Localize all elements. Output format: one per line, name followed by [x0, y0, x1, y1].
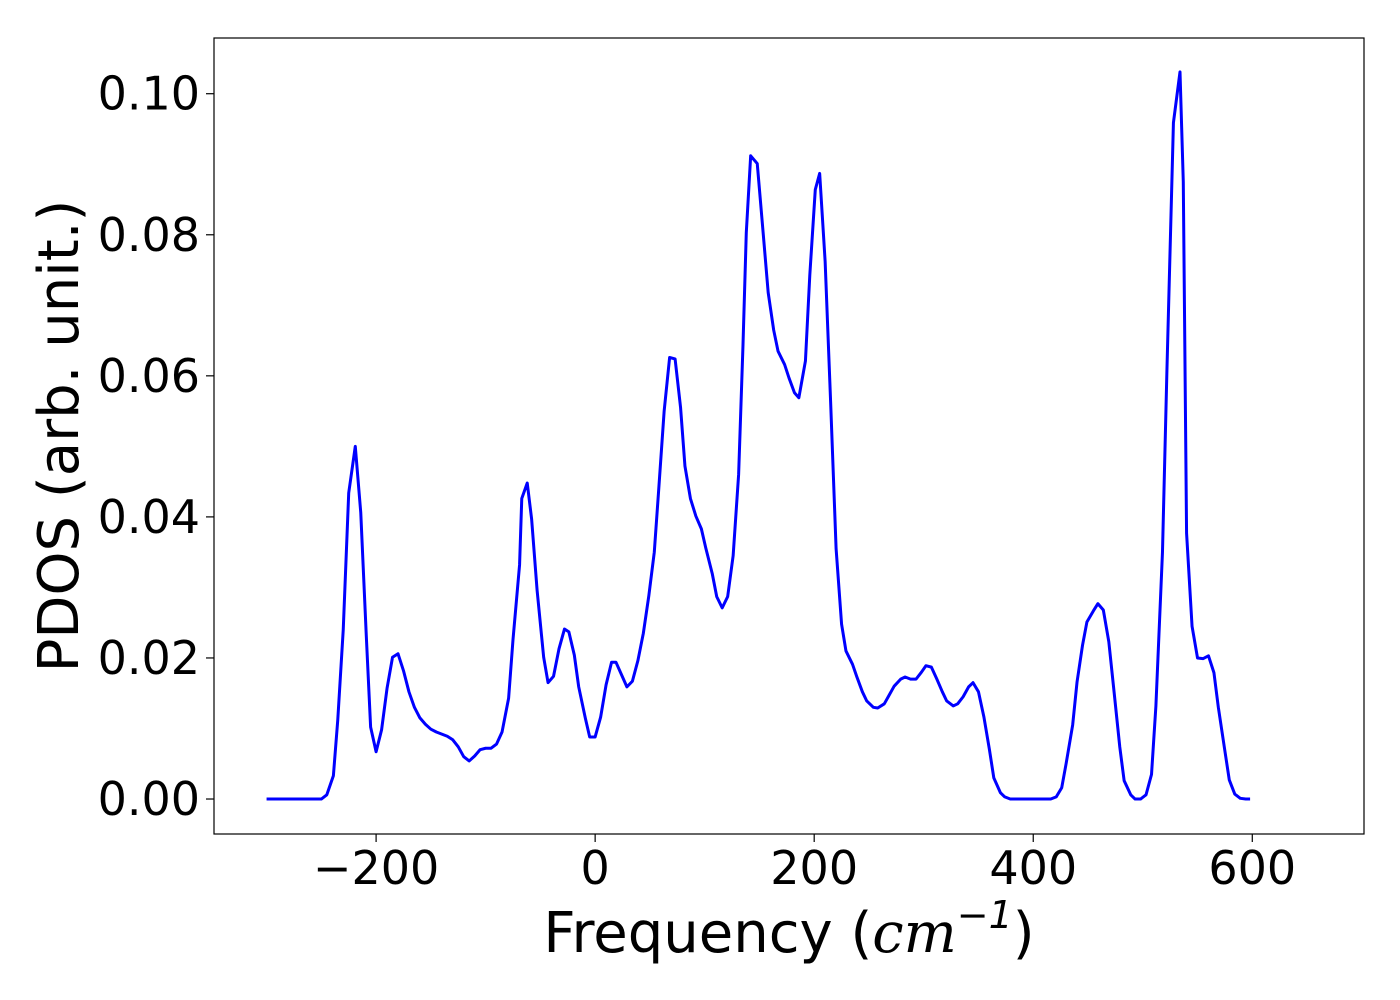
y-tick-label: 0.02 — [98, 631, 200, 685]
y-tick-label: 0.06 — [98, 349, 200, 403]
plot-frame — [213, 37, 1365, 835]
x-tick-label: −200 — [313, 841, 439, 895]
x-label-close: ) — [1013, 901, 1035, 966]
y-axis-label: PDOS (arb. unit.) — [27, 200, 92, 673]
data-line — [266, 70, 1251, 801]
x-tick-label: 0 — [581, 841, 610, 895]
y-tick-label: 0.00 — [98, 772, 200, 826]
x-tick-label: 600 — [1208, 841, 1296, 895]
x-axis-label: Frequency (cm−1) — [543, 893, 1034, 966]
x-tick-label: 400 — [989, 841, 1077, 895]
y-tick-label: 0.04 — [98, 490, 200, 544]
y-tick-label: 0.08 — [98, 208, 200, 262]
x-label-unit: cm — [872, 901, 956, 966]
y-tick-label: 0.10 — [98, 67, 200, 121]
x-label-exponent: −1 — [957, 893, 1013, 937]
x-tick-label: 200 — [770, 841, 858, 895]
x-label-text: Frequency ( — [543, 901, 872, 966]
